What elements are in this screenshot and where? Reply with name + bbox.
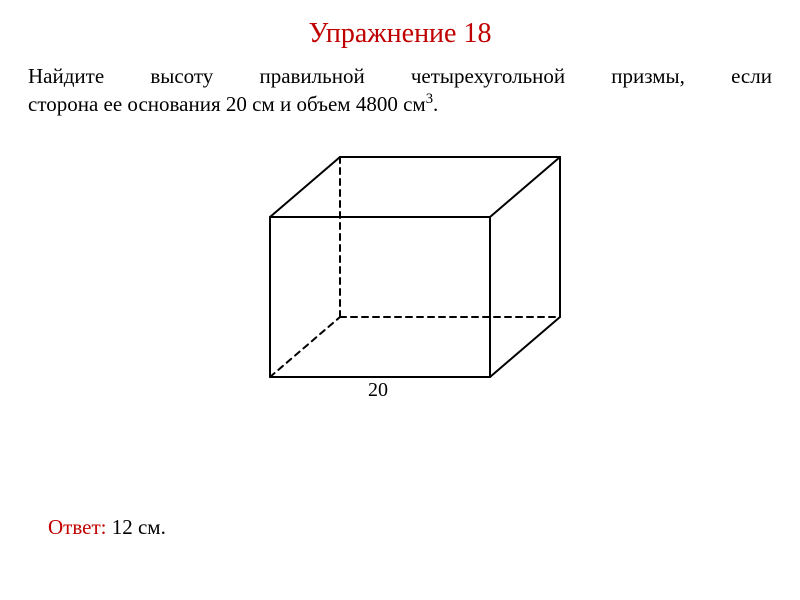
problem-word: призмы, [611,62,685,90]
diagram-container: 20 [0,147,800,397]
prism-svg [230,147,570,397]
exercise-title: Упражнение 18 [0,0,800,62]
superscript: 3 [426,91,433,107]
prism-diagram: 20 [230,147,570,397]
base-side-label: 20 [368,379,388,402]
problem-text: . [433,92,438,116]
problem-statement: Найдите высоту правильной четырехугольно… [0,62,800,119]
answer-label: Ответ: [48,515,106,539]
problem-word: правильной [259,62,364,90]
problem-word: Найдите [28,62,104,90]
problem-word: высоту [150,62,213,90]
answer-value: 12 см. [106,515,165,539]
answer-line: Ответ: 12 см. [48,515,166,540]
problem-word: если [731,62,772,90]
problem-line-2: сторона ее основания 20 см и объем 4800 … [28,90,772,118]
problem-line-1: Найдите высоту правильной четырехугольно… [28,62,772,90]
problem-text: сторона ее основания 20 см и объем 4800 … [28,92,426,116]
problem-word: четырехугольной [411,62,565,90]
